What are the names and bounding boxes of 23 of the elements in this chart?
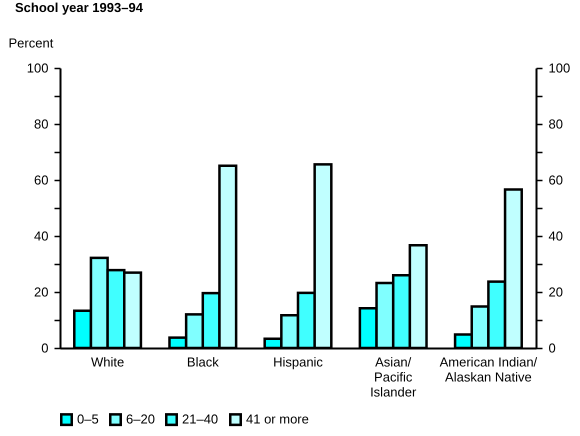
x-tick-label: Hispanic bbox=[273, 354, 324, 370]
x-tick-label: American Indian/ Alaskan Native bbox=[440, 354, 538, 384]
legend-label: 21–40 bbox=[182, 412, 218, 427]
y2-tick-label: 60 bbox=[548, 172, 563, 188]
chart-title: School year 1993–94 bbox=[15, 0, 144, 15]
y-tick-label: 20 bbox=[34, 284, 48, 300]
y-tick-label: 60 bbox=[34, 172, 48, 188]
y2-tick-label: 100 bbox=[548, 60, 570, 76]
y-tick-label: 0 bbox=[41, 340, 48, 356]
y-tick-label: 100 bbox=[26, 60, 48, 76]
y-tick-label: 40 bbox=[34, 228, 48, 244]
y-tick-label: 80 bbox=[34, 116, 48, 132]
x-tick-label: White bbox=[90, 354, 124, 370]
legend-label: 6–20 bbox=[126, 412, 155, 427]
y-axis-title: Percent bbox=[8, 36, 54, 50]
y2-tick-label: 80 bbox=[548, 116, 563, 132]
y2-tick-label: 0 bbox=[548, 340, 556, 356]
y2-tick-label: 20 bbox=[548, 284, 563, 300]
x-tick-label: Black bbox=[186, 354, 220, 370]
legend-label: 41 or more bbox=[246, 412, 309, 427]
y2-tick-label: 40 bbox=[548, 228, 563, 244]
legend-label: 0–5 bbox=[77, 412, 99, 427]
x-tick-label: Asian/ Pacific Islander bbox=[370, 354, 417, 400]
